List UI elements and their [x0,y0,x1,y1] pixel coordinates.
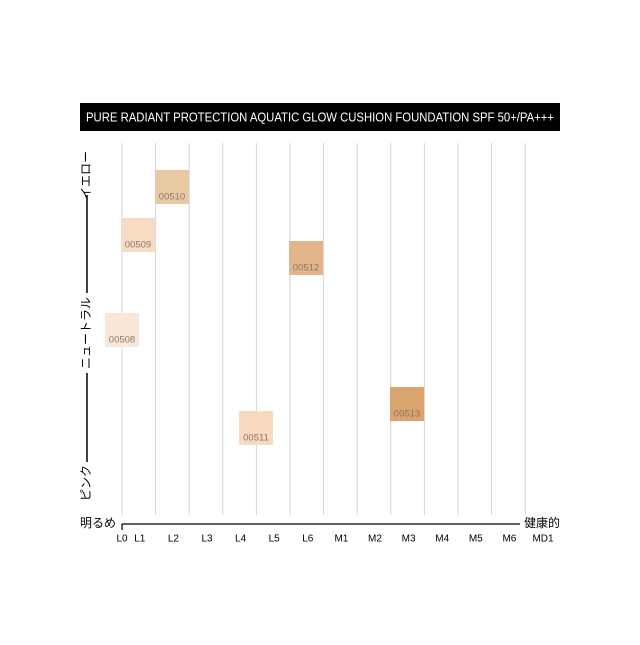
title-bar [80,103,560,131]
x-label: L6 [302,534,314,545]
title: PURE RADIANT PROTECTION AQUATIC GLOW CUS… [86,110,554,124]
swatch [289,241,323,275]
swatch-label: 00512 [293,263,319,274]
x-label: L1 [134,534,146,545]
x-label: M4 [435,534,449,545]
swatch-label: 00510 [159,192,185,203]
x-label: M1 [334,534,348,545]
swatch-label: 00508 [109,335,135,346]
x-label: L0 [116,534,128,545]
x-label: M6 [502,534,516,545]
y-label: ニュートラル [79,297,93,369]
x-label: M5 [469,534,483,545]
swatch-label: 00513 [394,409,420,420]
swatch [239,411,273,445]
y-label: イエロー [79,151,93,199]
x-label: L2 [168,534,180,545]
swatch [155,170,189,204]
x-label: M2 [368,534,382,545]
swatch [121,218,155,252]
y-label: ピンク [79,465,93,501]
x-label: MD1 [532,534,554,545]
x-start: 明るめ [80,516,116,530]
x-label: L4 [235,534,247,545]
swatch [105,313,139,347]
x-end: 健康的 [524,515,560,530]
x-label: L5 [269,534,281,545]
x-label: M3 [402,534,416,545]
swatch-label: 00511 [243,433,269,444]
x-label: L3 [201,534,213,545]
swatch-label: 00509 [125,240,151,251]
swatch [390,387,424,421]
